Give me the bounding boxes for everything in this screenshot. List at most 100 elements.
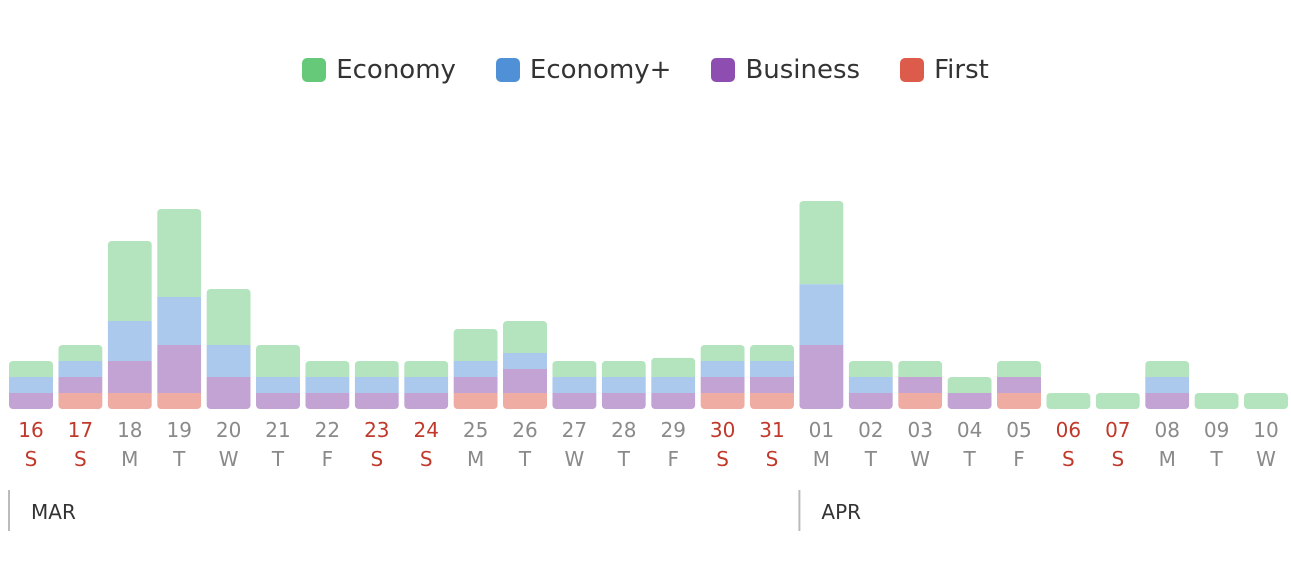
bar-group-04[interactable] (947, 377, 992, 409)
bar-group-19[interactable] (157, 209, 202, 409)
legend-item-business[interactable]: Business (711, 55, 860, 85)
tick-label-date: 17 (68, 418, 93, 442)
legend-label: First (934, 55, 989, 85)
legend-label: Economy+ (529, 55, 672, 85)
tick-label-weekday: W (565, 447, 585, 471)
bar-group-28[interactable] (601, 361, 646, 409)
legend-swatch (495, 58, 520, 82)
bar-segment-business (256, 393, 300, 409)
bar-segment-economy-plus (848, 377, 893, 393)
bar-group-05[interactable] (997, 361, 1041, 409)
tick-label-date: 02 (858, 418, 883, 442)
bar-segment-first (700, 393, 745, 409)
legend-swatch (302, 58, 327, 82)
bar-segment-business (750, 377, 794, 393)
tick-label-date: 10 (1253, 418, 1278, 442)
tick-label-date: 24 (413, 418, 438, 442)
bar-group-08[interactable] (1145, 361, 1190, 409)
bar-group-20[interactable] (206, 289, 251, 409)
tick-label-weekday: T (271, 447, 285, 471)
bar-group-16[interactable] (9, 361, 53, 409)
bar-segment-economy (700, 345, 745, 361)
bar-segment-economy (206, 289, 251, 345)
tick-label-date: 21 (265, 418, 290, 442)
tick-label-date: 19 (166, 418, 191, 442)
tick-label-weekday: T (1209, 447, 1223, 471)
bar-segment-first (453, 393, 498, 409)
bar-segment-economy (1145, 361, 1190, 377)
bar-segment-first (157, 393, 202, 409)
bar-group-03[interactable] (898, 361, 943, 409)
bar-group-29[interactable] (651, 357, 696, 409)
bar-segment-business (157, 345, 202, 393)
tick-label-date: 08 (1154, 418, 1179, 442)
tick-label-date: 16 (18, 418, 43, 442)
tick-label-date: 27 (562, 418, 587, 442)
tick-label-date: 03 (907, 418, 932, 442)
tick-label-weekday: M (813, 447, 830, 471)
tick-label-date: 22 (315, 418, 340, 442)
bar-segment-economy (601, 361, 646, 377)
bar-segment-economy (58, 345, 103, 361)
bar-segment-economy-plus (157, 297, 202, 345)
bar-group-27[interactable] (552, 361, 597, 409)
legend-label: Economy (336, 55, 456, 85)
bar-segment-economy-plus (58, 361, 103, 377)
bar-group-26[interactable] (503, 321, 547, 409)
tick-label-weekday: S (1062, 447, 1075, 471)
bar-segment-economy (354, 361, 399, 377)
bar-segment-economy-plus (799, 284, 844, 345)
tick-label-weekday: M (121, 447, 138, 471)
tick-label-weekday: M (1159, 447, 1176, 471)
bar-segment-economy (651, 357, 696, 377)
bar-segment-economy (997, 361, 1041, 377)
bar-segment-economy-plus (552, 377, 597, 393)
tick-label-weekday: W (219, 447, 239, 471)
bar-group-07[interactable] (1095, 393, 1140, 409)
tick-label-weekday: S (766, 447, 779, 471)
bar-group-10[interactable] (1244, 393, 1288, 409)
bar-group-21[interactable] (256, 345, 300, 409)
bar-segment-business (354, 393, 399, 409)
bar-group-22[interactable] (305, 361, 350, 409)
tick-label-weekday: M (467, 447, 484, 471)
bar-group-31[interactable] (750, 345, 794, 409)
bar-segment-economy-plus (503, 353, 547, 369)
bar-segment-economy (799, 201, 844, 285)
bar-group-23[interactable] (354, 361, 399, 409)
bar-group-01[interactable] (799, 201, 844, 409)
bar-group-06[interactable] (1046, 393, 1091, 409)
bar-segment-economy (503, 321, 547, 353)
tick-label-weekday: T (518, 447, 532, 471)
bar-segment-economy-plus (750, 361, 794, 377)
legend-swatch (900, 58, 925, 82)
bar-segment-economy (453, 329, 498, 361)
bar-segment-economy (947, 377, 992, 393)
tick-label-date: 07 (1105, 418, 1130, 442)
bar-segment-economy (1095, 393, 1140, 409)
legend-item-first[interactable]: First (900, 55, 989, 85)
bar-segment-business (799, 345, 844, 409)
bar-group-17[interactable] (58, 345, 103, 409)
tick-label-date: 18 (117, 418, 142, 442)
bar-group-24[interactable] (404, 361, 449, 409)
tick-label-date: 09 (1204, 418, 1229, 442)
tick-label-date: 04 (957, 418, 982, 442)
bar-group-09[interactable] (1194, 393, 1239, 409)
bar-group-30[interactable] (700, 345, 745, 409)
bar-segment-business (404, 393, 449, 409)
legend-item-economy[interactable]: Economy (302, 55, 456, 85)
tick-label-date: 05 (1006, 418, 1031, 442)
month-label: APR (821, 500, 861, 524)
bar-segment-business (107, 361, 152, 393)
bar-segment-business (997, 377, 1041, 393)
bar-group-18[interactable] (107, 241, 152, 409)
legend-item-economy-plus[interactable]: Economy+ (495, 55, 672, 85)
bar-segment-business (305, 393, 350, 409)
bar-segment-business (206, 377, 251, 409)
bar-segment-economy (256, 345, 300, 377)
bar-group-25[interactable] (453, 329, 498, 409)
bar-segment-business (700, 377, 745, 393)
bar-group-02[interactable] (848, 361, 893, 409)
